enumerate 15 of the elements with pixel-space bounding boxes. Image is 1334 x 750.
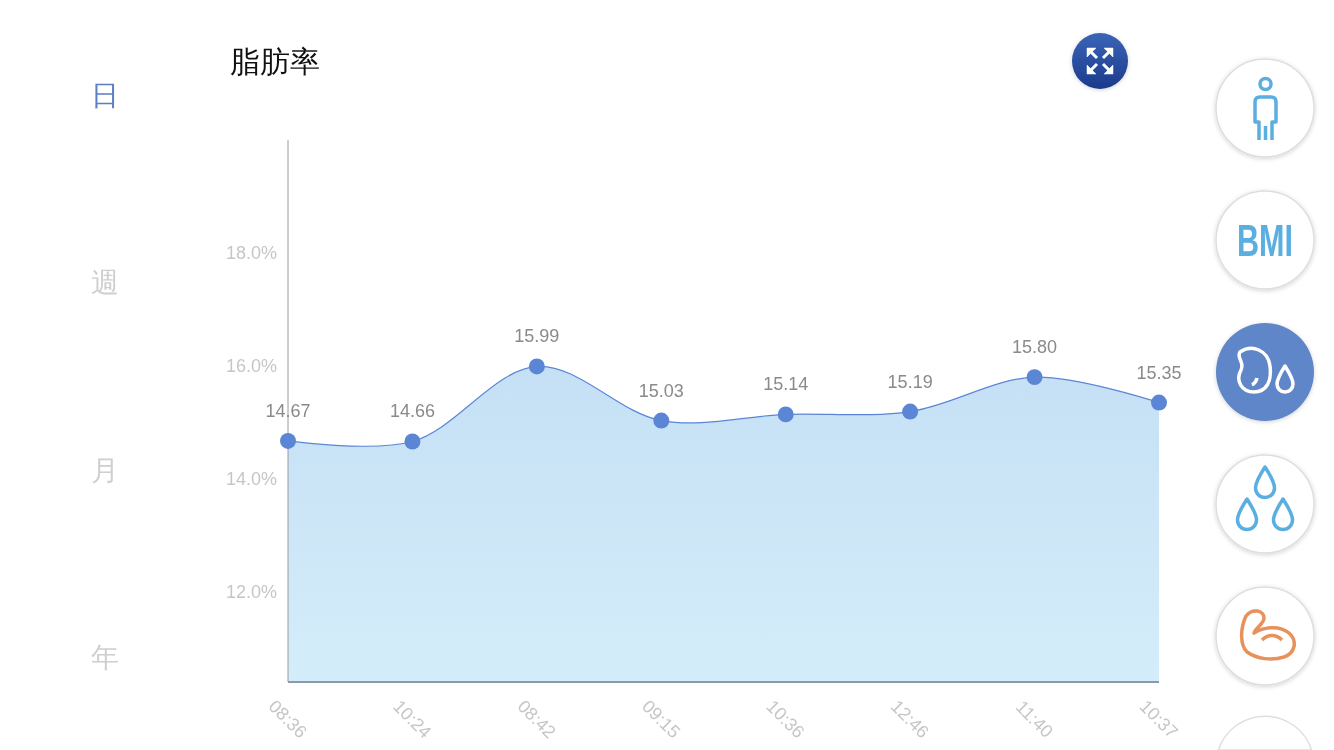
y-tick-label: 16.0%	[225, 356, 277, 377]
data-label: 14.67	[265, 400, 311, 421]
data-label: 15.99	[514, 326, 560, 347]
data-label: 15.19	[887, 371, 933, 392]
chart-title: 脂肪率	[230, 45, 320, 78]
y-tick-label: 18.0%	[225, 243, 277, 264]
text: BMI	[1237, 215, 1318, 265]
text: 日	[91, 79, 119, 111]
data-label: 15.80	[1012, 337, 1058, 358]
data-label: 15.35	[1136, 362, 1182, 383]
data-label: 15.03	[638, 380, 684, 401]
data-label: 14.66	[389, 401, 435, 422]
y-tick-label: 14.0%	[225, 469, 277, 490]
y-tick-label: 12.0%	[225, 581, 277, 602]
data-label: 15.14	[763, 374, 809, 395]
